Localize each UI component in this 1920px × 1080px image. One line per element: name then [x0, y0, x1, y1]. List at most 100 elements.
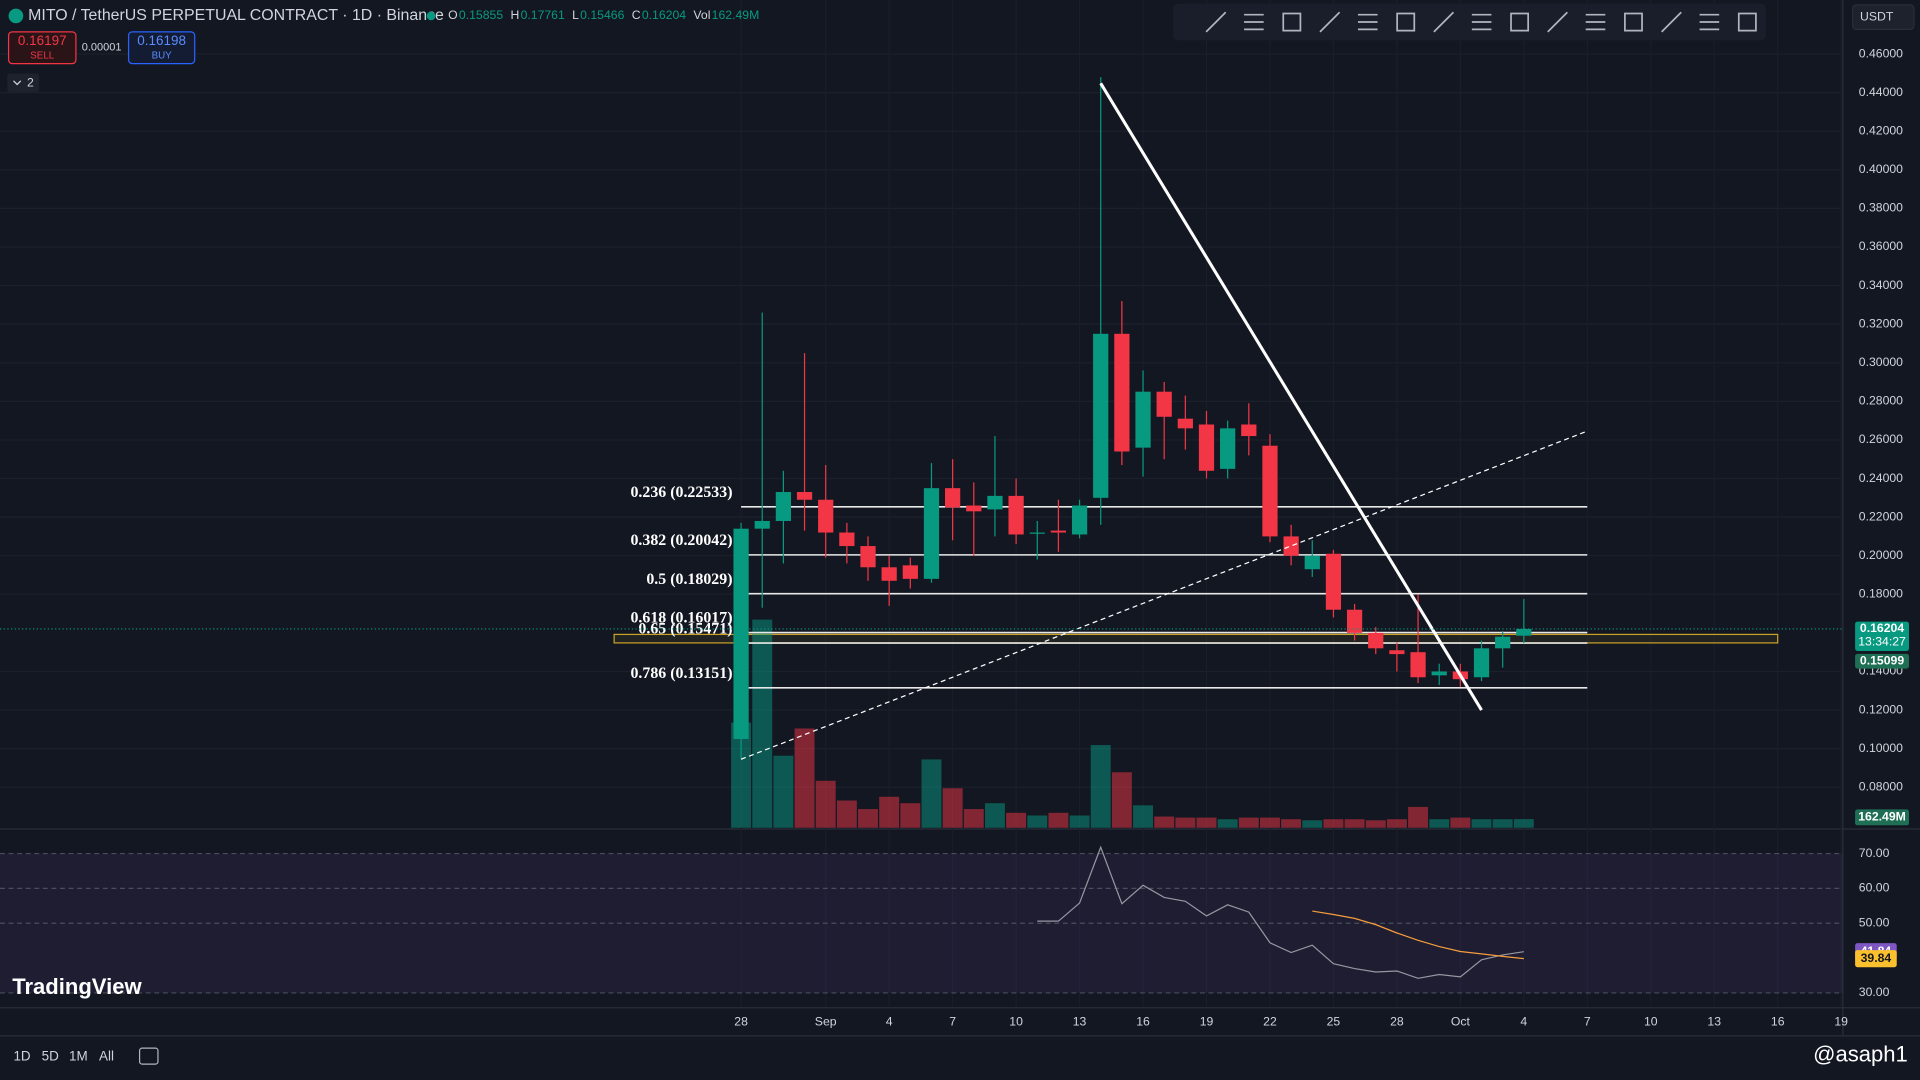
x-tick-label: 7 [949, 1015, 956, 1029]
candle-body [1114, 333, 1130, 452]
candle-body [1325, 553, 1342, 610]
tool-icon[interactable] [1244, 13, 1264, 31]
calendar-icon[interactable] [138, 1047, 159, 1065]
volume-bar [1365, 820, 1386, 828]
tool-icon[interactable] [1357, 13, 1378, 31]
candle-body [881, 567, 897, 581]
indicator-toggle[interactable] [7, 73, 40, 92]
fib-label: 0.65 (0.15471) [638, 620, 732, 637]
ohlc-key: C [632, 8, 641, 22]
rsi-badge-label: 39.84 [1861, 951, 1892, 965]
fib-label: 0.618 (0.16017) [630, 610, 732, 627]
x-tick-label: 10 [1644, 1015, 1658, 1029]
x-tick-label: 22 [1263, 1015, 1277, 1029]
volume-bar [1492, 819, 1513, 828]
x-tick-label: 16 [1136, 1015, 1150, 1029]
volume-bar [1238, 817, 1259, 828]
tool-icon[interactable] [1585, 13, 1606, 31]
tool-icon[interactable] [1547, 11, 1568, 33]
y-tick-label: 0.08000 [1859, 779, 1903, 793]
y-tick-label: 0.22000 [1859, 509, 1903, 523]
tool-icon[interactable] [1205, 11, 1227, 33]
volume-bar [1175, 817, 1196, 828]
candle-body [818, 499, 834, 533]
sell-button[interactable] [7, 31, 77, 65]
x-tick-label: 28 [1390, 1015, 1404, 1029]
volume-bar [1154, 816, 1175, 828]
candle-body [1220, 428, 1236, 469]
x-tick-label: 7 [1584, 1015, 1591, 1029]
y-tick-label: 0.10000 [1859, 741, 1903, 755]
trendline [1099, 82, 1483, 711]
x-tick-label: 13 [1073, 1015, 1087, 1029]
candle-body [1346, 609, 1363, 633]
volume-bar [1408, 806, 1429, 828]
candle-body [1156, 391, 1172, 417]
candle-body [1029, 532, 1045, 534]
timeframe-button[interactable]: All [99, 1048, 114, 1063]
sell-price[interactable]: 0.16197 [18, 33, 67, 48]
volume-bar [1386, 819, 1407, 828]
volume-bar [815, 780, 836, 828]
indicator-count[interactable]: 2 [27, 75, 34, 89]
volume-bar [963, 809, 984, 828]
timeframe-button[interactable]: 5D [42, 1048, 59, 1063]
y-tick-label: 0.34000 [1859, 278, 1903, 292]
x-tick-label: 19 [1200, 1015, 1214, 1029]
ohlc: O 0.15855 H 0.17761 L 0.15466 C 0.16204 Vol 162.4… [448, 8, 759, 22]
tool-icon[interactable] [1699, 13, 1720, 31]
volume-bar [1048, 812, 1069, 828]
symbol-title: MITO / TetherUS PERPETUAL CONTRACT · 1D … [28, 7, 444, 24]
x-tick-label: 4 [1520, 1015, 1527, 1029]
volume-bar [942, 788, 963, 828]
buy-button[interactable] [127, 31, 196, 65]
brand: TradingView [12, 974, 142, 999]
ohlc-key: O [448, 8, 458, 22]
x-tick-label: 10 [1009, 1015, 1023, 1029]
candle-body [1304, 555, 1320, 570]
rsi-tick-label: 70.00 [1859, 846, 1890, 860]
candle-body [902, 565, 918, 579]
rsi-pane [0, 830, 1843, 1008]
timeframe-button[interactable]: 1M [69, 1048, 88, 1063]
tool-icon[interactable] [1737, 12, 1757, 32]
volume-bar [879, 796, 900, 828]
ma-price-badge [1855, 653, 1909, 669]
candle-body [966, 505, 982, 512]
volume-bar [1513, 819, 1534, 828]
rsi-line [1312, 910, 1524, 960]
tool-icon[interactable] [1471, 13, 1492, 31]
countdown: 13:34:27 [1858, 635, 1906, 649]
volume-bar [1302, 820, 1323, 828]
tool-icon[interactable] [1433, 11, 1455, 33]
buy-label[interactable]: BUY [152, 50, 173, 61]
buy-price[interactable]: 0.16198 [137, 33, 186, 48]
tool-icon[interactable] [1661, 11, 1682, 33]
candle-body [775, 492, 792, 521]
y-tick-label: 0.20000 [1859, 548, 1903, 562]
tool-icon[interactable] [1396, 12, 1416, 32]
ohlc-key: L [572, 8, 579, 22]
ohlc-value: 162.49M [712, 8, 760, 22]
volume-bar [900, 803, 921, 828]
candle-body [1473, 648, 1490, 678]
tool-icon[interactable] [1510, 12, 1530, 32]
volume-badge [1855, 809, 1909, 826]
volume-bar [1429, 819, 1450, 828]
candle-body [733, 528, 749, 739]
volume-bar [1344, 819, 1365, 828]
tool-icon[interactable] [1282, 12, 1302, 32]
timeframes: 1D 5D 1M All [13, 1048, 114, 1063]
tool-icon[interactable] [1319, 11, 1341, 33]
fib-label: 0.786 (0.13151) [630, 665, 732, 682]
rsi-badge [1855, 950, 1897, 968]
tool-icon[interactable] [1624, 12, 1643, 32]
x-tick-label: 19 [1834, 1015, 1848, 1029]
tools [1205, 11, 1757, 33]
plot: 0.46000 0.44000 0.42000 0.40000 0.38000 0.360… [0, 46, 1909, 1029]
candle-body [1071, 505, 1088, 535]
currency[interactable]: USDT [1860, 9, 1894, 23]
currency-select[interactable] [1852, 4, 1915, 30]
sell-label[interactable]: SELL [30, 50, 54, 61]
timeframe-button[interactable]: 1D [13, 1048, 30, 1063]
